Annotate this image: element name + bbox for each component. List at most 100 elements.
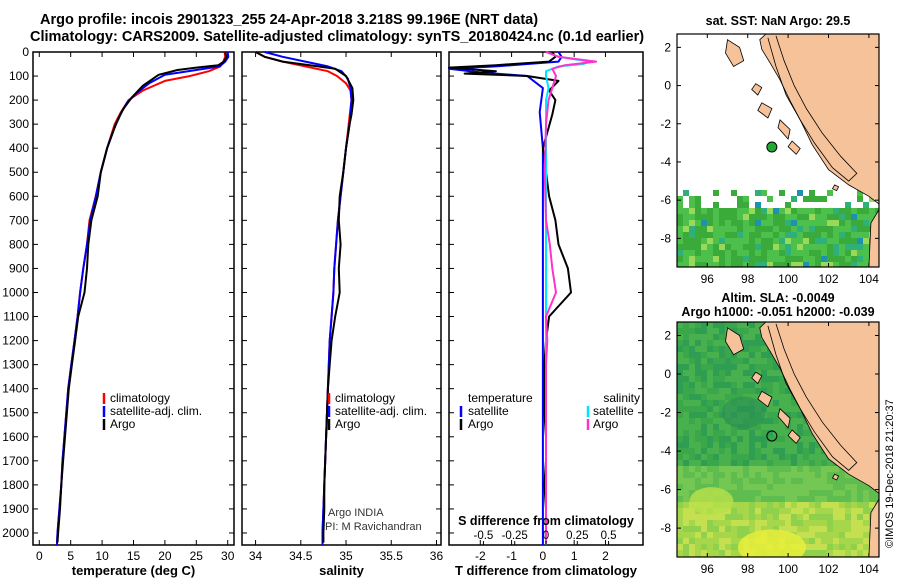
sla-cell [761, 430, 767, 436]
sla-cell [689, 436, 695, 442]
sst-cell [749, 214, 755, 220]
lon-tick-label: 98 [741, 562, 755, 576]
sst-cell [791, 196, 797, 202]
sla-cell [773, 394, 779, 400]
sla-cell [707, 466, 713, 472]
sla-cell [755, 472, 761, 478]
sla-cell [815, 496, 821, 502]
sst-cell [839, 262, 845, 267]
sla-cell [719, 424, 725, 430]
secondary-axis-label: S difference from climatology [458, 514, 634, 528]
sla-cell [713, 382, 719, 388]
sla-cell [719, 538, 725, 544]
sla-cell [701, 328, 707, 334]
sla-cell [731, 436, 737, 442]
sst-cell [701, 214, 707, 220]
sla-cell [737, 436, 743, 442]
sst-cell [791, 244, 797, 250]
sst-cell [719, 208, 725, 214]
sst-cell [815, 232, 821, 238]
sst-cell [839, 220, 845, 226]
sla-cell [821, 454, 827, 460]
sla-cell [815, 442, 821, 448]
sla-cell [755, 328, 761, 334]
sla-cell [689, 382, 695, 388]
sla-cell [677, 400, 683, 406]
sla-cell [701, 550, 707, 556]
lat-tick-label: -6 [660, 193, 671, 207]
sst-cell [821, 214, 827, 220]
sla-cell [743, 508, 749, 514]
sla-cell [845, 514, 851, 520]
sla-cell [821, 520, 827, 526]
sla-cell [761, 472, 767, 478]
sla-cell [863, 544, 869, 550]
sla-cell [731, 430, 737, 436]
sla-cell [767, 430, 773, 436]
sla-cell [785, 388, 791, 394]
sla-cell [683, 544, 689, 550]
sla-cell [713, 376, 719, 382]
lat-tick-label: 2 [664, 328, 671, 342]
sla-cell [743, 478, 749, 484]
sla-cell [815, 484, 821, 490]
sst-cell [785, 202, 791, 208]
sla-cell [773, 454, 779, 460]
sla-cell [773, 370, 779, 376]
sla-cell [749, 346, 755, 352]
sst-cell [863, 244, 869, 250]
sla-cell [809, 520, 815, 526]
sst-cell [737, 232, 743, 238]
sla-cell [731, 502, 737, 508]
sst-cell [809, 232, 815, 238]
sst-cell [731, 190, 737, 196]
sst-cell [761, 232, 767, 238]
sla-cell [695, 454, 701, 460]
sst-cell [695, 244, 701, 250]
sla-cell [779, 388, 785, 394]
sla-cell [677, 424, 683, 430]
sst-cell [845, 202, 851, 208]
sla-cell [767, 412, 773, 418]
sst-cell [743, 226, 749, 232]
sla-cell [713, 340, 719, 346]
sla-cell [683, 364, 689, 370]
sla-cell [725, 358, 731, 364]
lon-tick-label: 100 [778, 562, 798, 576]
sst-cell [767, 250, 773, 256]
bathymetry-contour [767, 35, 858, 182]
sst-cell [677, 214, 683, 220]
sst-cell [755, 226, 761, 232]
sla-cell [749, 502, 755, 508]
panel-salinity: 34 34.5 35 35.5 36 salinity [241, 51, 443, 578]
sla-cell [755, 514, 761, 520]
sst-cell [749, 238, 755, 244]
sla-cell [683, 322, 689, 328]
sla-cell [683, 334, 689, 340]
sla-cell [827, 478, 833, 484]
sla-cell [707, 352, 713, 358]
sla-cell [695, 418, 701, 424]
sla-cell [677, 382, 683, 388]
sla-cell [761, 502, 767, 508]
sla-cell [689, 352, 695, 358]
sla-cell [779, 460, 785, 466]
sla-cell [707, 346, 713, 352]
sla-cell [797, 418, 803, 424]
sla-cell [815, 454, 821, 460]
legend-label: climatology [335, 391, 395, 405]
sla-cell [701, 382, 707, 388]
sla-cell [683, 436, 689, 442]
sla-cell [797, 490, 803, 496]
sst-cell [725, 256, 731, 262]
sst-cell [821, 196, 827, 202]
sla-cell [689, 400, 695, 406]
sla-cell [875, 496, 879, 502]
sla-cell [761, 340, 767, 346]
lon-tick-label: 102 [818, 562, 838, 576]
sla-cell [707, 382, 713, 388]
x-axis-label-differences: T difference from climatology [455, 563, 638, 578]
sla-cell [683, 490, 689, 496]
x-axis-label-temperature: temperature (deg C) [72, 563, 196, 578]
sst-cell [761, 250, 767, 256]
